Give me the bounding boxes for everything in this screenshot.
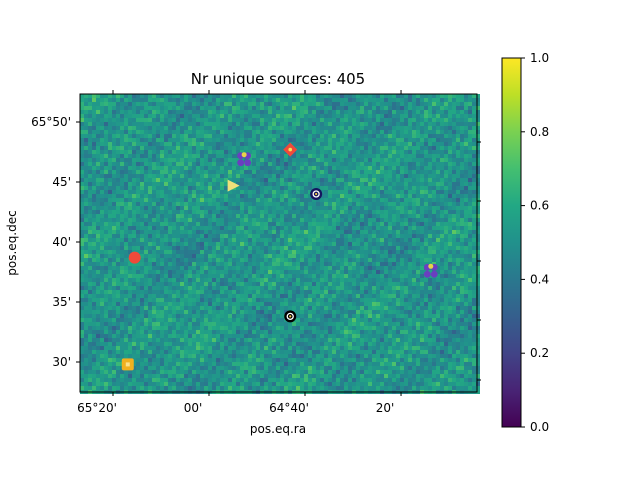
x-tick-label: 64°40': [269, 401, 309, 415]
x-axis-label: pos.eq.ra: [250, 422, 306, 436]
y-axis-label: pos.eq.dec: [5, 210, 19, 275]
source-marker-ring: [310, 188, 323, 200]
source-marker-flower: [237, 152, 252, 167]
x-axis-ticks: 65°20' 00' 64°40' 20': [77, 90, 402, 415]
y-tick-label: 30': [52, 355, 71, 369]
heatmap-image: [80, 94, 480, 394]
source-marker-square: [121, 358, 134, 371]
source-markers: [121, 142, 438, 371]
source-marker-ring: [284, 310, 297, 323]
y-tick-label: 65°50': [31, 115, 71, 129]
colorbar-tick-label: 1.0: [530, 51, 549, 65]
x-tick-label: 00': [184, 401, 203, 415]
colorbar-tick-label: 0.6: [530, 199, 549, 213]
chart-title: Nr unique sources: 405: [191, 70, 365, 88]
colorbar-tick-label: 0.0: [530, 420, 549, 434]
colorbar-tick-label: 0.8: [530, 125, 549, 139]
y-tick-label: 45': [52, 175, 71, 189]
y-tick-label: 35': [52, 295, 71, 309]
colorbar-ticks: 0.0 0.2 0.4 0.6 0.8 1.0: [521, 51, 549, 434]
source-marker-flower: [423, 263, 438, 278]
y-tick-label: 40': [52, 235, 71, 249]
source-marker-diamond: [283, 142, 298, 157]
y-axis-ticks: 65°50' 45' 40' 35' 30': [31, 115, 481, 381]
colorbar-tick-label: 0.4: [530, 272, 549, 286]
source-marker-circle: [128, 251, 141, 264]
x-tick-label: 65°20': [77, 401, 117, 415]
x-tick-label: 20': [376, 401, 395, 415]
plot-frame: [79, 93, 478, 393]
colorbar-tick-label: 0.2: [530, 346, 549, 360]
colorbar: [501, 57, 522, 428]
source-marker-triangle: [227, 179, 240, 192]
